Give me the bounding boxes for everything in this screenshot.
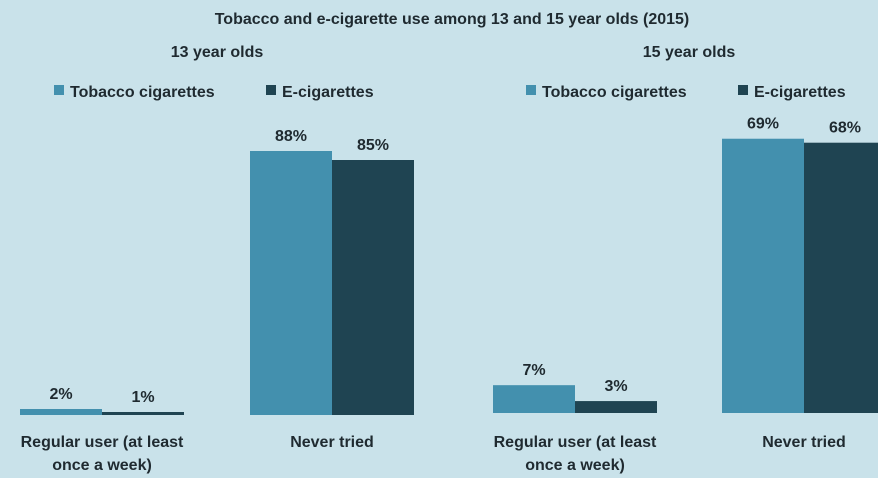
category-label: Regular user (at least bbox=[21, 434, 184, 451]
category-label: Never tried bbox=[762, 434, 846, 451]
legend-label-tobacco: Tobacco cigarettes bbox=[70, 84, 215, 101]
data-label: 1% bbox=[131, 389, 154, 406]
bar-ecig-regular bbox=[102, 412, 184, 415]
chart-title: Tobacco and e-cigarette use among 13 and… bbox=[215, 11, 690, 28]
data-label: 3% bbox=[604, 378, 627, 395]
legend-label-ecig: E-cigarettes bbox=[282, 84, 374, 101]
category-label: once a week) bbox=[525, 457, 625, 474]
legend-swatch-ecig bbox=[266, 85, 276, 95]
data-label: 88% bbox=[275, 128, 307, 145]
bar-tobacco-regular bbox=[493, 385, 575, 413]
category-label: once a week) bbox=[52, 457, 152, 474]
legend-label-tobacco: Tobacco cigarettes bbox=[542, 84, 687, 101]
bar-tobacco-never bbox=[250, 151, 332, 415]
data-label: 7% bbox=[522, 362, 545, 379]
category-label: Regular user (at least bbox=[494, 434, 657, 451]
data-label: 69% bbox=[747, 116, 779, 133]
data-label: 2% bbox=[49, 386, 72, 403]
bar-ecig-never bbox=[332, 160, 414, 415]
legend-label-ecig: E-cigarettes bbox=[754, 84, 846, 101]
bar-ecig-regular bbox=[575, 401, 657, 413]
legend-swatch-ecig bbox=[738, 85, 748, 95]
legend-swatch-tobacco bbox=[526, 85, 536, 95]
bar-ecig-never bbox=[804, 142, 878, 413]
bar-tobacco-never bbox=[722, 138, 804, 413]
panel-subtitle: 13 year olds bbox=[171, 44, 264, 61]
legend-swatch-tobacco bbox=[54, 85, 64, 95]
panel-subtitle: 15 year olds bbox=[643, 44, 736, 61]
data-label: 85% bbox=[357, 137, 389, 154]
data-label: 68% bbox=[829, 120, 861, 137]
category-label: Never tried bbox=[290, 434, 374, 451]
bar-tobacco-regular bbox=[20, 409, 102, 415]
